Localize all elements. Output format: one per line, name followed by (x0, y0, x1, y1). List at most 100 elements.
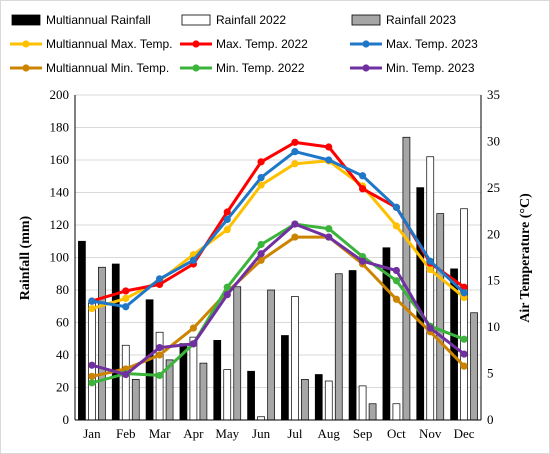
bar-rainfall-2022 (291, 296, 299, 421)
x-tick-label: Jan (83, 426, 101, 441)
point-min-temp-2023 (122, 370, 130, 379)
legend-item-rainfall-2023: Rainfall 2023 (351, 13, 456, 27)
point-max-temp-2023 (426, 257, 434, 265)
bar-rainfall-2023 (334, 273, 343, 421)
point-max-temp-2023 (122, 303, 130, 311)
point-min-temp-2023 (88, 361, 96, 369)
point-multiannual-max-temp (291, 160, 299, 168)
x-tick-label: May (215, 426, 239, 441)
bar-rainfall-2022 (121, 344, 130, 421)
bar-multiannual-rainfall (78, 240, 86, 421)
legend-item-max-temp-2022: Max. Temp. 2022 (180, 37, 308, 51)
y-left-tick-label: 140 (50, 185, 70, 200)
point-max-temp-2023 (189, 256, 198, 264)
bar-rainfall-2022 (189, 336, 198, 421)
y-axis-left-title: Rainfall (mm) (18, 215, 33, 300)
bar-rainfall-2023 (368, 403, 377, 421)
bar-multiannual-rainfall (213, 340, 222, 421)
y-left-tick-label: 0 (63, 412, 70, 427)
bar-rainfall-2022 (426, 156, 435, 421)
bar-rainfall-2023 (267, 289, 275, 421)
line-min-temp-2023 (91, 222, 466, 376)
legend-item-multiannual-min-temp: Multiannual Min. Temp. (10, 61, 169, 75)
point-min-temp-2023 (358, 257, 367, 265)
bar-rainfall-2023 (436, 213, 445, 421)
point-multiannual-max-temp (426, 265, 434, 274)
point-multiannual-min-temp (291, 233, 299, 241)
point-max-temp-2022 (257, 158, 265, 166)
point-max-temp-2023 (460, 289, 468, 297)
point-max-temp-2023 (257, 174, 265, 182)
legend: Multiannual Rainfall Rainfall 2022 Rainfal… (10, 13, 478, 75)
y-axis-right-title: Air Temperature (°C) (518, 193, 533, 323)
y-left-tick-label: 160 (50, 152, 70, 167)
x-tick-label: Aug (318, 426, 341, 441)
point-min-temp-2023 (392, 266, 401, 275)
y-left-tick-label: 20 (56, 380, 69, 395)
bar-rainfall-2022 (392, 403, 401, 421)
x-tick-label: Feb (116, 426, 136, 441)
legend-label: Max. Temp. 2023 (386, 37, 478, 51)
point-max-temp-2023 (358, 172, 367, 180)
point-multiannual-min-temp (189, 324, 198, 332)
point-min-temp-2023 (223, 291, 231, 299)
x-tick-label: Nov (419, 426, 442, 441)
line-min-temp-2022 (91, 222, 465, 385)
y-right-tick-label: 35 (487, 87, 500, 102)
y-right-tick-label: 10 (487, 319, 500, 334)
point-multiannual-min-temp (257, 256, 265, 264)
point-min-temp-2022 (223, 283, 231, 291)
point-multiannual-min-temp (460, 362, 468, 370)
line-series-group (88, 138, 468, 387)
point-multiannual-max-temp (122, 294, 130, 302)
y-right-tick-label: 25 (487, 180, 500, 195)
legend-marker (22, 64, 30, 72)
legend-label: Multiannual Rainfall (46, 13, 151, 27)
y-left-tick-label: 120 (50, 217, 70, 232)
point-max-temp-2022 (122, 287, 130, 295)
y-right-tick-label: 20 (487, 226, 500, 241)
y-right-tick-label: 15 (487, 273, 500, 288)
bar-rainfall-2022 (358, 385, 367, 421)
y-right-tick-label: 30 (487, 133, 500, 148)
bar-rainfall-2022 (460, 208, 468, 421)
legend-marker (362, 40, 370, 48)
bar-rainfall-2023 (199, 362, 208, 421)
legend-marker (22, 40, 30, 48)
y-left-tick-label: 60 (56, 315, 69, 330)
x-tick-label: Oct (387, 426, 406, 441)
point-max-temp-2023 (325, 156, 333, 164)
legend-label: Rainfall 2023 (386, 13, 456, 27)
bar-multiannual-rainfall (281, 335, 289, 421)
point-min-temp-2023 (257, 250, 265, 258)
legend-label: Rainfall 2022 (216, 13, 286, 27)
point-max-temp-2022 (460, 283, 468, 291)
legend-item-multiannual-max-temp: Multiannual Max. Temp. (10, 37, 173, 51)
line-multiannual-min-temp (91, 235, 466, 378)
bar-multiannual-rainfall (416, 187, 425, 421)
legend-item-max-temp-2023: Max. Temp. 2023 (350, 37, 478, 51)
bar-rainfall-2023 (233, 286, 242, 421)
point-multiannual-max-temp (223, 226, 231, 234)
point-min-temp-2023 (325, 233, 333, 241)
point-max-temp-2023 (88, 297, 96, 305)
x-tick-label: Dec (454, 426, 475, 441)
bar-rainfall-2023 (402, 136, 411, 421)
point-min-temp-2022 (460, 335, 468, 343)
point-max-temp-2023 (155, 275, 164, 283)
bar-rainfall-2023 (470, 312, 478, 421)
y-left-tick-label: 200 (50, 87, 70, 102)
legend-label: Min. Temp. 2022 (216, 61, 305, 75)
line-max-temp-2023 (91, 150, 466, 309)
point-max-temp-2022 (291, 138, 299, 146)
bar-rainfall-2022 (223, 369, 232, 421)
point-max-temp-2023 (392, 203, 401, 211)
x-tick-label: Jul (287, 426, 303, 441)
point-min-temp-2023 (426, 324, 434, 332)
legend-marker (362, 64, 370, 72)
point-min-temp-2022 (325, 225, 333, 233)
point-max-temp-2023 (291, 148, 299, 156)
point-min-temp-2022 (88, 379, 96, 387)
point-multiannual-max-temp (392, 222, 401, 230)
